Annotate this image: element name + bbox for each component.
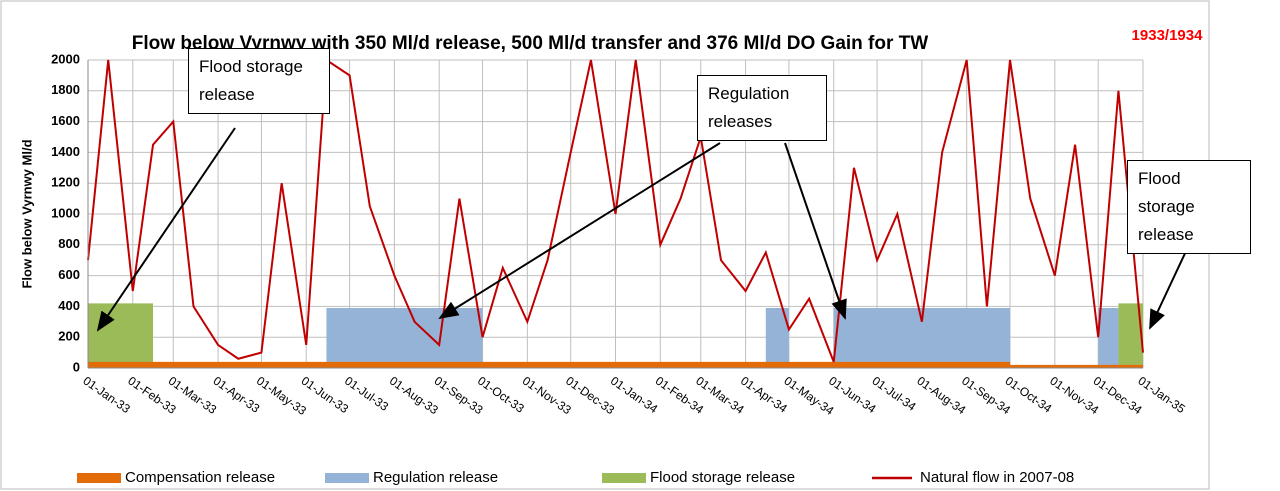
legend-swatch: [325, 473, 369, 483]
legend-label: Compensation release: [125, 469, 275, 486]
plot-area: [87, 58, 1144, 368]
annotation: Flood storage release: [188, 48, 330, 114]
y-tick-label: 600: [58, 267, 80, 282]
legend-label: Flood storage release: [650, 469, 795, 486]
y-tick-label: 1200: [51, 175, 80, 190]
y-tick-label: 2000: [51, 51, 80, 66]
legend-swatch: [77, 473, 121, 483]
chart-subtitle: 1933/1934: [1132, 27, 1204, 44]
annotation-arrow: [784, 142, 847, 320]
legend-label: Natural flow in 2007-08: [920, 469, 1074, 486]
y-axis-label: Flow below Vyrnwy Ml/d: [19, 139, 34, 288]
y-tick-label: 1600: [51, 113, 80, 128]
area: [88, 307, 1143, 368]
annotation-arrow: [96, 127, 236, 332]
legend-swatch: [602, 473, 646, 483]
area: [88, 361, 1143, 368]
y-tick-label: 400: [58, 298, 80, 313]
annotation: Flood storage release: [1127, 160, 1251, 254]
annotation: Regulation releases: [697, 75, 827, 141]
legend-label: Regulation release: [373, 469, 498, 486]
y-tick-label: 800: [58, 236, 80, 251]
y-tick-label: 200: [58, 329, 80, 344]
y-tick-label: 1800: [51, 82, 80, 97]
y-tick-label: 1400: [51, 144, 80, 159]
line: [87, 58, 1144, 363]
annotation-arrow: [438, 142, 721, 320]
chart-title: Flow below Vyrnwy with 350 Ml/d release,…: [132, 33, 928, 54]
y-tick-label: 1000: [51, 205, 80, 220]
y-tick-label: 0: [73, 359, 80, 374]
